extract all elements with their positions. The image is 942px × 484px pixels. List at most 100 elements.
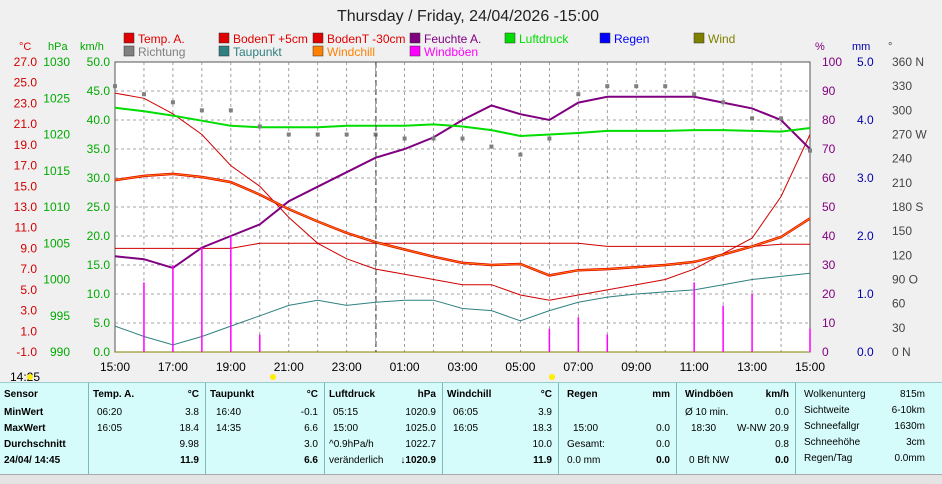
legend-label-4: Luftdruck: [519, 32, 569, 46]
pressure-min-time: 05:15: [333, 407, 359, 418]
direction-tick-6: 180 S: [892, 200, 923, 214]
pressure-tendency: veränderlich: [329, 455, 384, 466]
dewpoint-header: Taupunkt: [210, 389, 255, 400]
windchill-header: Windchill: [447, 389, 492, 400]
stats-label-min: MinWert: [4, 407, 44, 418]
gust-max-time: 18:30: [691, 423, 717, 434]
sunset-marker: [270, 374, 276, 380]
series-9-point-8: [344, 132, 349, 137]
pressure-current: ↓1020.9: [400, 455, 436, 466]
rain-tick-2: 3.0: [857, 171, 874, 185]
snow-depth-label: Schneehöhe: [804, 437, 861, 448]
temp-tick-12: 3.0: [20, 304, 37, 318]
axis-units: °C hPa km/h % mm °: [19, 41, 892, 53]
wind-tick-7: 15.0: [87, 258, 111, 272]
wind-tick-2: 40.0: [87, 113, 111, 127]
pressure-max: 1025.0: [405, 423, 436, 434]
temp-tick-4: 19.0: [14, 138, 38, 152]
pressure-tick-0: 1030: [43, 55, 70, 69]
temp-tick-7: 13.0: [14, 200, 38, 214]
series-9-point-3: [199, 108, 204, 113]
legend-label-3: Feuchte A.: [424, 32, 481, 46]
rain-tick-1: 4.0: [857, 113, 874, 127]
rain-tick-3: 2.0: [857, 229, 874, 243]
direction-tick-9: 90 O: [892, 273, 918, 287]
axis-ticks: 27.0 25.0 23.0 21.0 19.0 17.0 15.0 13.0 11.0 9.0 7…: [10, 55, 927, 382]
stats-label-max: MaxWert: [4, 423, 46, 434]
x-tick-8: 07:00: [563, 360, 593, 374]
temp-tick-0: 27.0: [14, 55, 38, 69]
series-9-point-16: [576, 92, 581, 97]
pressure-tick-3: 1015: [43, 164, 70, 178]
pressure-tick-5: 1005: [43, 236, 70, 250]
weather-chart: Thursday / Friday, 24/04/2026 -15:00 Tem…: [10, 8, 928, 382]
rain-max: 0.0: [656, 423, 670, 434]
pressure-avg: 1022.7: [405, 439, 436, 450]
series-6-line: [114, 173, 811, 276]
pressure-unit: hPa: [48, 41, 68, 53]
wind-unit: km/h: [80, 41, 104, 53]
x-tick-11: 13:00: [737, 360, 767, 374]
wind-tick-3: 35.0: [87, 142, 111, 156]
series-9-point-20: [692, 92, 697, 97]
time-markers: [27, 62, 555, 380]
series-9-point-1: [141, 92, 146, 97]
x-tick-7: 05:00: [505, 360, 535, 374]
direction-tick-0: 360 N: [892, 55, 924, 69]
visibility-label: Sichtweite: [804, 405, 850, 416]
status-bar: [0, 474, 942, 484]
legend-label-5: Regen: [614, 32, 649, 46]
temp-max: 18.4: [179, 423, 199, 434]
pressure-header: Luftdruck: [329, 389, 376, 400]
dewpoint-min: -0.1: [300, 407, 318, 418]
series-4-line: [114, 106, 811, 138]
time-label: 14:25: [10, 370, 40, 382]
pressure-tick-2: 1020: [43, 128, 70, 142]
legend-label-6: Wind: [708, 32, 735, 46]
rain-tick-0: 5.0: [857, 55, 874, 69]
series-9-point-19: [663, 84, 668, 89]
windchill-current: 11.9: [533, 455, 552, 466]
x-tick-2: 19:00: [216, 360, 246, 374]
x-tick-1: 17:00: [158, 360, 188, 374]
windchill-max-time: 16:05: [453, 423, 479, 434]
dewpoint-current: 6.6: [304, 455, 318, 466]
wind-tick-0: 50.0: [87, 55, 111, 69]
temp-tick-5: 17.0: [14, 159, 38, 173]
temp-tick-6: 15.0: [14, 179, 38, 193]
direction-tick-11: 30: [892, 321, 906, 335]
x-tick-0: 15:00: [100, 360, 130, 374]
series-9-point-2: [170, 100, 175, 105]
direction-tick-8: 120: [892, 248, 912, 262]
temp-min: 3.8: [185, 407, 199, 418]
direction-tick-12: 0 N: [892, 345, 911, 359]
windchill-unit-label: °C: [540, 389, 552, 400]
temp-tick-1: 25.0: [14, 76, 38, 90]
legend-label-1: BodenT +5cm: [233, 32, 308, 46]
chart-series: [113, 84, 812, 353]
humidity-tick-10: 0: [822, 345, 829, 359]
temp-tick-14: -1.0: [16, 345, 37, 359]
series-9-point-22: [750, 116, 755, 121]
rain-day-label: Regen/Tag: [804, 453, 853, 464]
wind-tick-1: 45.0: [87, 84, 111, 98]
temp-tick-8: 11.0: [15, 221, 38, 235]
legend-label-9: Windchill: [327, 45, 375, 59]
legend-label-7: Richtung: [138, 45, 185, 59]
direction-tick-4: 240: [892, 152, 912, 166]
pressure-tick-6: 1000: [43, 273, 70, 287]
sunrise-marker: [549, 374, 555, 380]
x-tick-3: 21:00: [274, 360, 304, 374]
x-tick-12: 15:00: [795, 360, 825, 374]
pressure-tick-4: 1010: [43, 200, 70, 214]
temp-tick-13: 1.0: [20, 324, 37, 338]
stats-temp-column: Temp. A. °C 06:20 3.8 16:05 18.4 9.98 11.9: [89, 383, 206, 475]
series-9-point-18: [634, 84, 639, 89]
wind-tick-4: 30.0: [87, 171, 111, 185]
x-tick-6: 03:00: [447, 360, 477, 374]
gust-max: 20.9: [769, 423, 789, 434]
gust-unit-label: km/h: [765, 389, 789, 400]
gust-current: 0.0: [775, 455, 789, 466]
dewpoint-max-time: 14:35: [216, 423, 242, 434]
cloud-base-value: 815m: [899, 389, 925, 400]
